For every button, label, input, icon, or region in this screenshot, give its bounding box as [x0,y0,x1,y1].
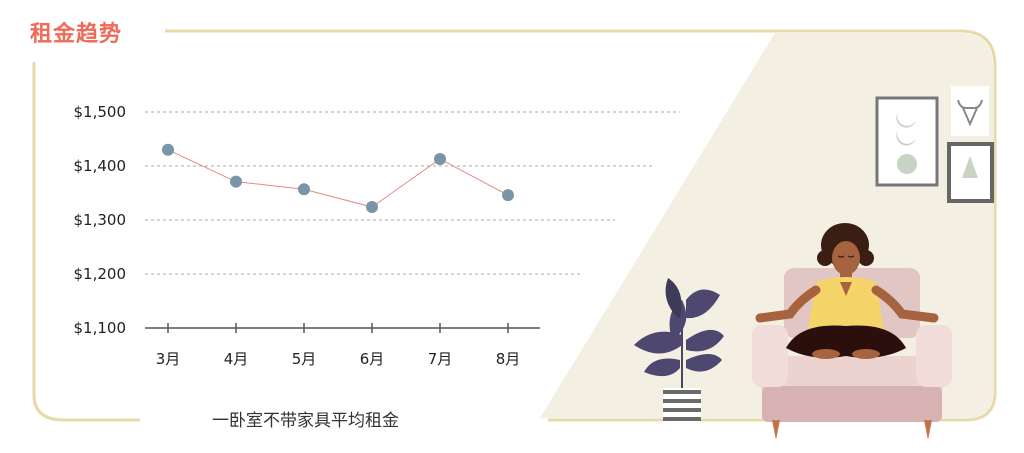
x-tick-label: 8月 [496,350,521,368]
y-tick-label: $1,100 [74,319,127,337]
axis-layer: $1,100 $1,200 $1,300 $1,400 $1,500 3月 4月 5月 6月 7月… [74,103,540,368]
y-tick-label: $1,200 [74,265,127,283]
data-point [298,183,310,196]
data-point [434,152,446,165]
chart-title: 租金趋势 [30,22,123,47]
y-tick-label: $1,400 [74,157,127,175]
x-tick-label: 4月 [224,350,249,368]
series-layer [162,143,514,214]
y-tick-label: $1,300 [74,211,127,229]
x-tick-label: 7月 [428,350,453,368]
potted-plant-icon [634,278,724,422]
moon-phases-art-icon [875,96,939,187]
data-point [162,143,174,156]
data-point [366,201,378,214]
x-tick-label: 5月 [292,350,317,368]
grid-layer [145,111,680,275]
frame-border-left [32,62,140,422]
bull-skull-art-icon [951,86,989,136]
y-tick-label: $1,500 [74,103,127,121]
x-axis-label: 一卧室不带家具平均租金 [212,411,399,431]
series-line [167,149,509,208]
x-tick-label: 6月 [360,350,385,368]
data-point [230,175,242,188]
meditating-woman-icon [755,223,939,359]
frame-border [165,29,997,422]
data-point [502,189,514,202]
x-tick-label: 3月 [156,350,181,368]
triangle-art-icon [947,142,994,203]
